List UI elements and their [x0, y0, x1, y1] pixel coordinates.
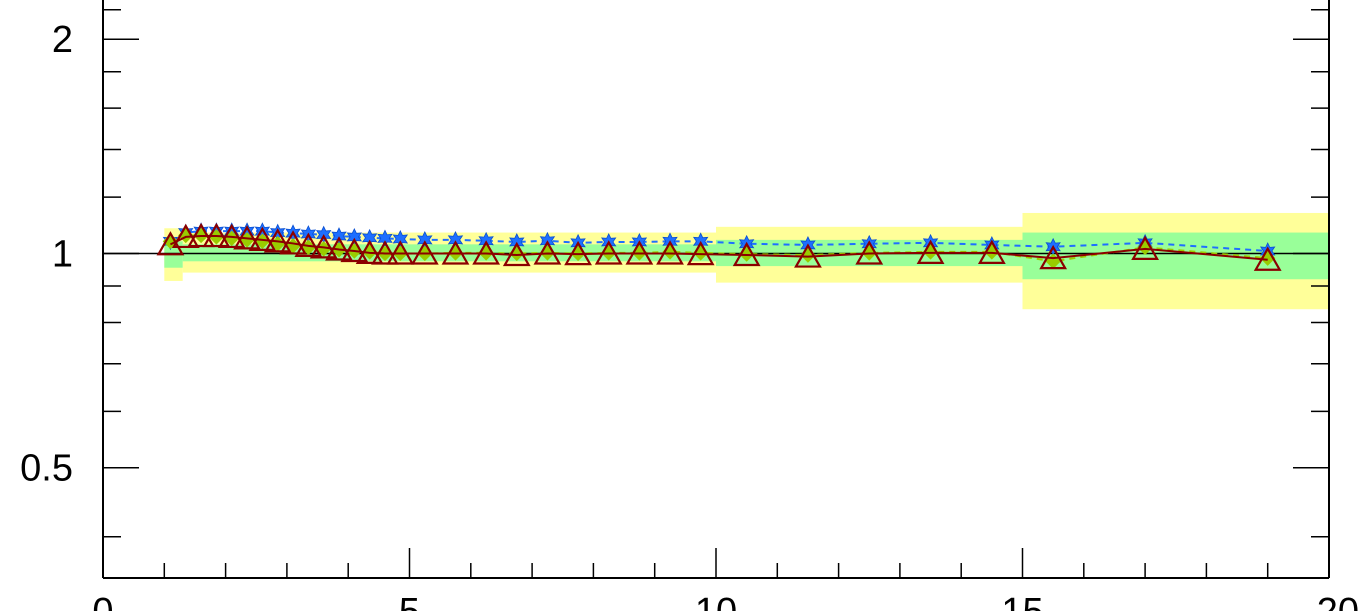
y-tick-label: 0.5 — [20, 448, 73, 490]
series-2-point — [502, 241, 531, 267]
series-2-point — [916, 239, 945, 264]
series-2-point — [325, 236, 353, 261]
series-2-point — [472, 240, 501, 265]
x-tick-label: 0 — [92, 591, 113, 611]
series-2-point — [686, 240, 715, 266]
series-2-point — [386, 240, 415, 265]
series-2-point — [355, 239, 384, 264]
series-layer — [156, 222, 1282, 271]
series-2-point — [594, 240, 623, 265]
series-2-point — [625, 240, 654, 265]
tick-labels: 0.51205101520 — [20, 19, 1359, 611]
series-2-point — [1253, 246, 1282, 271]
series-2-point — [294, 232, 323, 257]
series-2-point — [977, 239, 1006, 264]
series-2-point — [202, 222, 231, 248]
series-2-point — [217, 223, 246, 249]
series-2-point — [1131, 235, 1159, 260]
series-2-point — [794, 243, 822, 268]
series-2-point — [187, 222, 215, 248]
series-2-point — [410, 240, 439, 265]
plot-frame — [102, 0, 1330, 579]
y-tick-label: 2 — [52, 19, 73, 61]
series-2-point — [340, 237, 369, 263]
x-tick-label: 5 — [399, 591, 420, 611]
x-tick-label: 15 — [1001, 591, 1043, 611]
series-2-point — [371, 240, 399, 265]
series-2-point — [263, 228, 292, 253]
series-2-point — [233, 225, 261, 250]
series-2-point — [533, 240, 562, 265]
series-2-point — [441, 240, 470, 265]
series-2-point — [309, 234, 338, 259]
series-2-point — [732, 241, 761, 267]
x-tick-label: 10 — [695, 591, 737, 611]
series-0-line — [169, 230, 1268, 253]
series-2-point — [171, 223, 200, 249]
series-2-point — [248, 226, 277, 251]
series-2-point — [855, 240, 884, 265]
series-2-point — [1039, 244, 1068, 270]
series-2 — [156, 222, 1282, 271]
series-2-point — [279, 230, 307, 255]
series-2-point — [564, 240, 592, 266]
x-tick-label: 20 — [1317, 591, 1359, 611]
y-tick-label: 1 — [52, 233, 73, 275]
series-2-point — [656, 240, 684, 265]
